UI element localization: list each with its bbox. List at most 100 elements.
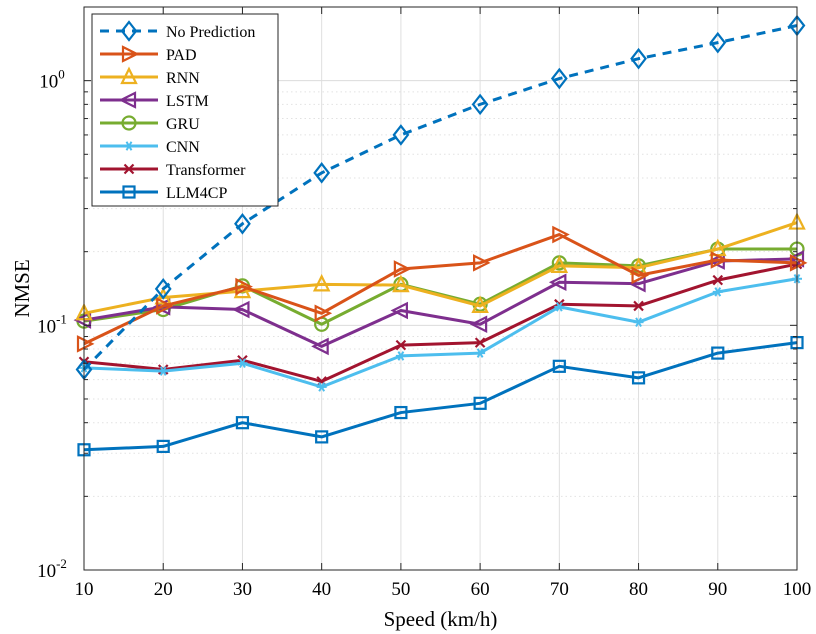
y-tick-label: 100 bbox=[39, 67, 65, 93]
x-tick-label: 30 bbox=[233, 579, 252, 600]
x-tick-label: 20 bbox=[154, 579, 173, 600]
x-marker bbox=[712, 274, 724, 286]
series-line-llm4cp bbox=[83, 341, 798, 452]
triangle-right-marker bbox=[473, 254, 491, 272]
asterisk-marker bbox=[316, 382, 327, 392]
diamond-marker bbox=[154, 278, 172, 300]
legend-item-transformer: Transformer bbox=[100, 162, 246, 179]
series-line-no-prediction bbox=[82, 24, 798, 371]
x-tick-labels: 10 20 30 40 50 60 70 80 90 100 bbox=[75, 579, 812, 600]
legend-item-no-prediction: No Prediction bbox=[100, 20, 255, 42]
legend-label: Transformer bbox=[166, 162, 246, 179]
triangle-left-marker bbox=[548, 273, 567, 292]
x-tick-label: 50 bbox=[391, 579, 410, 600]
y-tick-label: 10-2 bbox=[37, 556, 67, 582]
legend-item-lstm: LSTM bbox=[100, 91, 209, 110]
triangle-left-marker bbox=[469, 315, 488, 334]
triangle-up-marker bbox=[392, 274, 410, 293]
triangle-right-marker bbox=[552, 225, 570, 244]
legend-item-rnn: RNN bbox=[100, 66, 200, 87]
diamond-marker bbox=[709, 31, 727, 54]
square-marker bbox=[552, 359, 566, 373]
legend-label: No Prediction bbox=[166, 24, 255, 41]
asterisk-marker bbox=[237, 358, 248, 369]
asterisk-marker bbox=[475, 348, 486, 358]
diamond-marker bbox=[120, 20, 138, 42]
ticks bbox=[83, 6, 798, 571]
x-tick-label: 60 bbox=[471, 579, 490, 600]
x-tick-label: 40 bbox=[312, 579, 331, 600]
triangle-right-marker bbox=[235, 277, 253, 296]
legend-label: CNN bbox=[166, 139, 200, 156]
series-line-cnn bbox=[83, 277, 798, 389]
square-marker bbox=[122, 185, 136, 199]
triangle-left-marker bbox=[118, 91, 137, 109]
legend-item-cnn: CNN bbox=[100, 139, 200, 156]
legend-label: GRU bbox=[166, 116, 200, 133]
y-axis-label: NMSE bbox=[10, 259, 34, 317]
diamond-marker bbox=[471, 93, 489, 116]
triangle-up-marker bbox=[233, 280, 252, 299]
series-line-transformer bbox=[83, 262, 798, 383]
y-tick-label: 10-1 bbox=[37, 311, 67, 337]
legend-item-gru: GRU bbox=[100, 115, 200, 133]
diamond-marker bbox=[550, 67, 568, 90]
triangle-right-marker bbox=[789, 254, 808, 272]
asterisk-marker bbox=[633, 317, 644, 327]
legend: No Prediction PAD RNN LSTM GRU CNN Transformer… bbox=[91, 13, 279, 207]
x-axis-label: Speed (km/h) bbox=[384, 607, 498, 631]
square-marker bbox=[315, 430, 329, 444]
series-line-lstm bbox=[83, 257, 798, 348]
legend-label: PAD bbox=[166, 47, 197, 64]
x-marker bbox=[395, 339, 407, 351]
triangle-left-marker bbox=[231, 300, 250, 319]
asterisk-marker bbox=[712, 287, 723, 297]
x-marker bbox=[474, 337, 486, 348]
triangle-up-marker bbox=[154, 286, 173, 305]
triangle-up-marker bbox=[550, 255, 569, 273]
square-marker bbox=[711, 346, 725, 360]
series-line-rnn bbox=[83, 221, 798, 315]
x-tick-label: 90 bbox=[708, 579, 727, 600]
y-tick-labels: 10-2 10-1 100 bbox=[37, 67, 67, 582]
asterisk-marker bbox=[554, 302, 565, 312]
square-marker bbox=[631, 371, 646, 385]
legend-item-llm4cp: LLM4CP bbox=[100, 185, 227, 202]
triangle-up-marker bbox=[120, 66, 138, 85]
x-tick-label: 10 bbox=[75, 579, 94, 600]
series-transformer bbox=[78, 258, 803, 387]
asterisk-marker bbox=[158, 366, 169, 376]
triangle-left-marker bbox=[311, 337, 329, 356]
x-marker bbox=[633, 300, 644, 312]
triangle-up-marker bbox=[471, 295, 489, 314]
square-marker bbox=[235, 416, 250, 430]
triangle-right-marker bbox=[121, 45, 140, 63]
series-lstm bbox=[73, 250, 805, 356]
x-tick-label: 80 bbox=[629, 579, 648, 600]
diamond-marker bbox=[234, 213, 251, 235]
x-marker bbox=[123, 163, 135, 175]
diamond-marker bbox=[630, 47, 647, 70]
series-pad bbox=[76, 225, 808, 353]
triangle-left-marker bbox=[390, 301, 408, 320]
triangle-right-marker bbox=[76, 335, 95, 353]
triangle-right-marker bbox=[156, 297, 174, 315]
triangle-right-marker bbox=[314, 304, 333, 323]
triangle-right-marker bbox=[631, 266, 650, 285]
axes-box bbox=[83, 6, 798, 571]
legend-item-pad: PAD bbox=[100, 45, 197, 64]
series-layer bbox=[73, 14, 808, 457]
diamond-marker bbox=[313, 162, 331, 184]
legend-label: RNN bbox=[166, 70, 200, 87]
asterisk-marker bbox=[124, 141, 134, 151]
legend-label: LLM4CP bbox=[166, 185, 227, 202]
circle-marker bbox=[121, 115, 137, 131]
legend-label: LSTM bbox=[166, 93, 209, 110]
diamond-marker bbox=[392, 124, 410, 146]
triangle-up-marker bbox=[312, 273, 331, 292]
asterisk-marker bbox=[395, 351, 406, 361]
square-marker bbox=[394, 405, 408, 420]
square-marker bbox=[156, 439, 170, 454]
series-line-pad bbox=[83, 233, 798, 346]
